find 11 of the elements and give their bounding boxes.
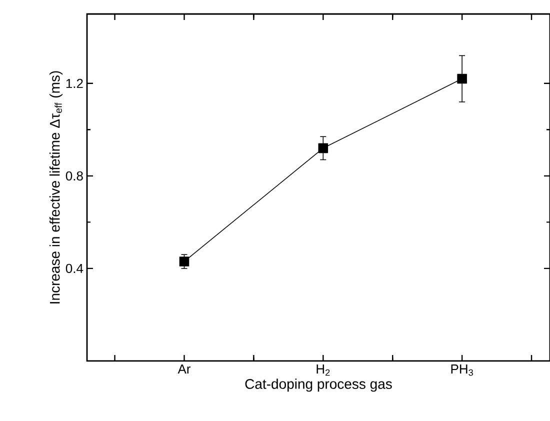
x-tick-label: PH$_{3}$ — [451, 364, 473, 376]
point — [179, 256, 190, 266]
point — [457, 74, 467, 84]
point — [318, 143, 328, 154]
x-axis-title: Cat-doping process gas — [245, 378, 392, 392]
y-tick-label: 1.2 — [66, 78, 83, 88]
x-tick-label: H$_{2}$ — [316, 364, 330, 376]
x-tick-label: Ar — [178, 364, 191, 374]
y-axis-title: Increase in effective lifetime Δτ$_{eff}$ (ms) — [49, 71, 63, 304]
y-tick-label: 0.8 — [66, 171, 83, 181]
y-tick-label: 0.4 — [66, 264, 84, 274]
